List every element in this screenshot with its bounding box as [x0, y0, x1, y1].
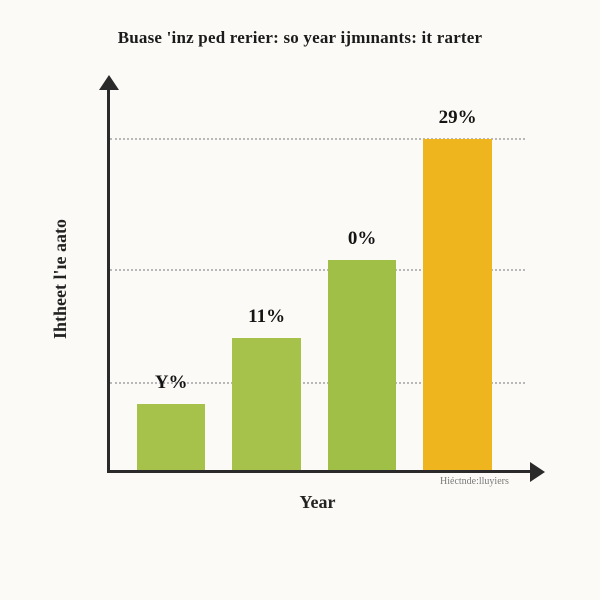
bar-value-label: Y%	[155, 372, 188, 394]
plot-area: Y% 11% 0% 29%	[110, 95, 525, 470]
bar	[423, 139, 491, 470]
bar	[232, 338, 300, 470]
bar-value-label: 11%	[248, 306, 285, 328]
y-axis-label: Ihtheet l'ıe aato	[50, 219, 71, 339]
x-axis	[107, 470, 540, 473]
footnote: Hiéctnde:lluyiers	[440, 476, 509, 487]
bar-value-label: 29%	[439, 107, 477, 129]
bar	[328, 260, 396, 470]
y-axis	[107, 80, 110, 473]
chart-frame: { "chart": { "type": "bar", "title": "Bu…	[0, 0, 600, 600]
y-axis-arrow-icon	[99, 75, 119, 90]
x-axis-label: Year	[110, 492, 525, 513]
bar-value-label: 0%	[348, 228, 377, 250]
x-axis-arrow-icon	[530, 462, 545, 482]
chart-title: Buase 'inz ped rerier: so year ijmınants…	[0, 28, 600, 48]
bar	[137, 404, 205, 470]
